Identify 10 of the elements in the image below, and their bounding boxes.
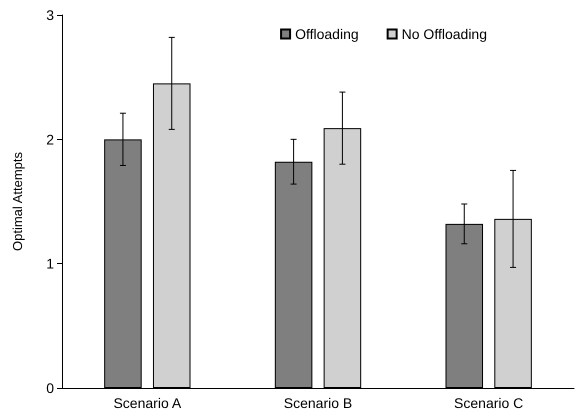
x-tick-label: Scenario C [454, 395, 524, 411]
y-axis-title: Optimal Attempts [10, 152, 25, 251]
legend-label: No Offloading [402, 26, 488, 42]
y-tick-label: 1 [46, 256, 54, 272]
x-tick-label: Scenario B [284, 395, 352, 411]
y-tick-label: 0 [46, 380, 54, 396]
x-tick-label: Scenario A [113, 395, 182, 411]
y-tick-label: 3 [46, 7, 54, 23]
y-tick-label: 2 [46, 131, 54, 148]
legend-label: Offloading [295, 26, 359, 42]
